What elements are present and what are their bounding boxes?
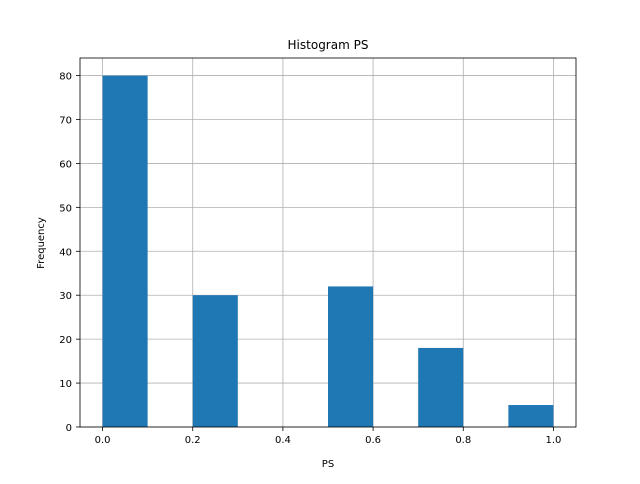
x-tick-label: 0.6 — [365, 435, 381, 446]
y-tick-label: 20 — [59, 335, 72, 346]
y-tick-label: 10 — [59, 379, 72, 390]
axes-frame — [79, 57, 577, 428]
x-tick-label: 0.0 — [95, 435, 111, 446]
y-tick-label: 60 — [59, 159, 72, 170]
x-axis-label: PS — [322, 459, 334, 470]
y-tick-label: 80 — [59, 72, 72, 83]
y-tick-label: 50 — [59, 203, 72, 214]
y-tick-label: 40 — [59, 247, 72, 258]
histogram-bar — [102, 75, 148, 428]
ticks-layer: 0.0 0.2 0.4 0.6 0.8 1.0 0 10 20 30 40 50 60 70 80 — [59, 72, 561, 446]
y-tick-label: 70 — [59, 116, 72, 127]
bars-layer — [102, 75, 554, 428]
histogram-bar — [508, 405, 554, 427]
chart-title: Histogram PS — [288, 38, 369, 52]
y-tick-label: 0 — [66, 423, 72, 434]
x-tick-label: 1.0 — [546, 435, 562, 446]
y-axis-label: Frequency — [36, 217, 47, 269]
x-tick-label: 0.4 — [275, 435, 291, 446]
plot-frame — [79, 57, 577, 428]
histogram-bar — [328, 286, 374, 427]
y-tick-label: 30 — [59, 291, 72, 302]
x-tick-label: 0.2 — [185, 435, 201, 446]
histogram-bar — [192, 295, 238, 427]
x-tick-label: 0.8 — [455, 435, 471, 446]
histogram-bar — [418, 347, 464, 427]
